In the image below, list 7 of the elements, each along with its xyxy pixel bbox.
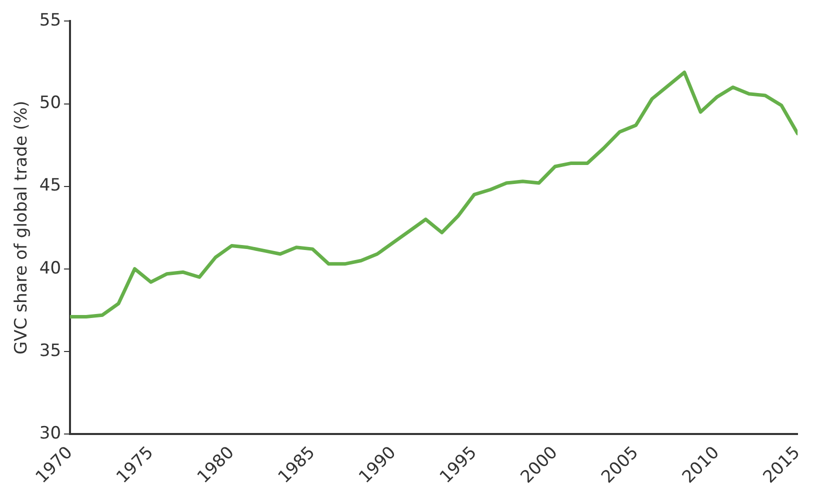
y-tick-label: 45	[39, 176, 62, 196]
y-tick-label: 35	[39, 340, 62, 361]
y-tick-label: 40	[39, 258, 62, 278]
y-axis-title: GVC share of global trade (%)	[12, 100, 32, 354]
y-tick-label: 55	[39, 10, 62, 31]
y-tick-label: 30	[39, 423, 62, 444]
y-tick-label: 50	[39, 93, 62, 114]
